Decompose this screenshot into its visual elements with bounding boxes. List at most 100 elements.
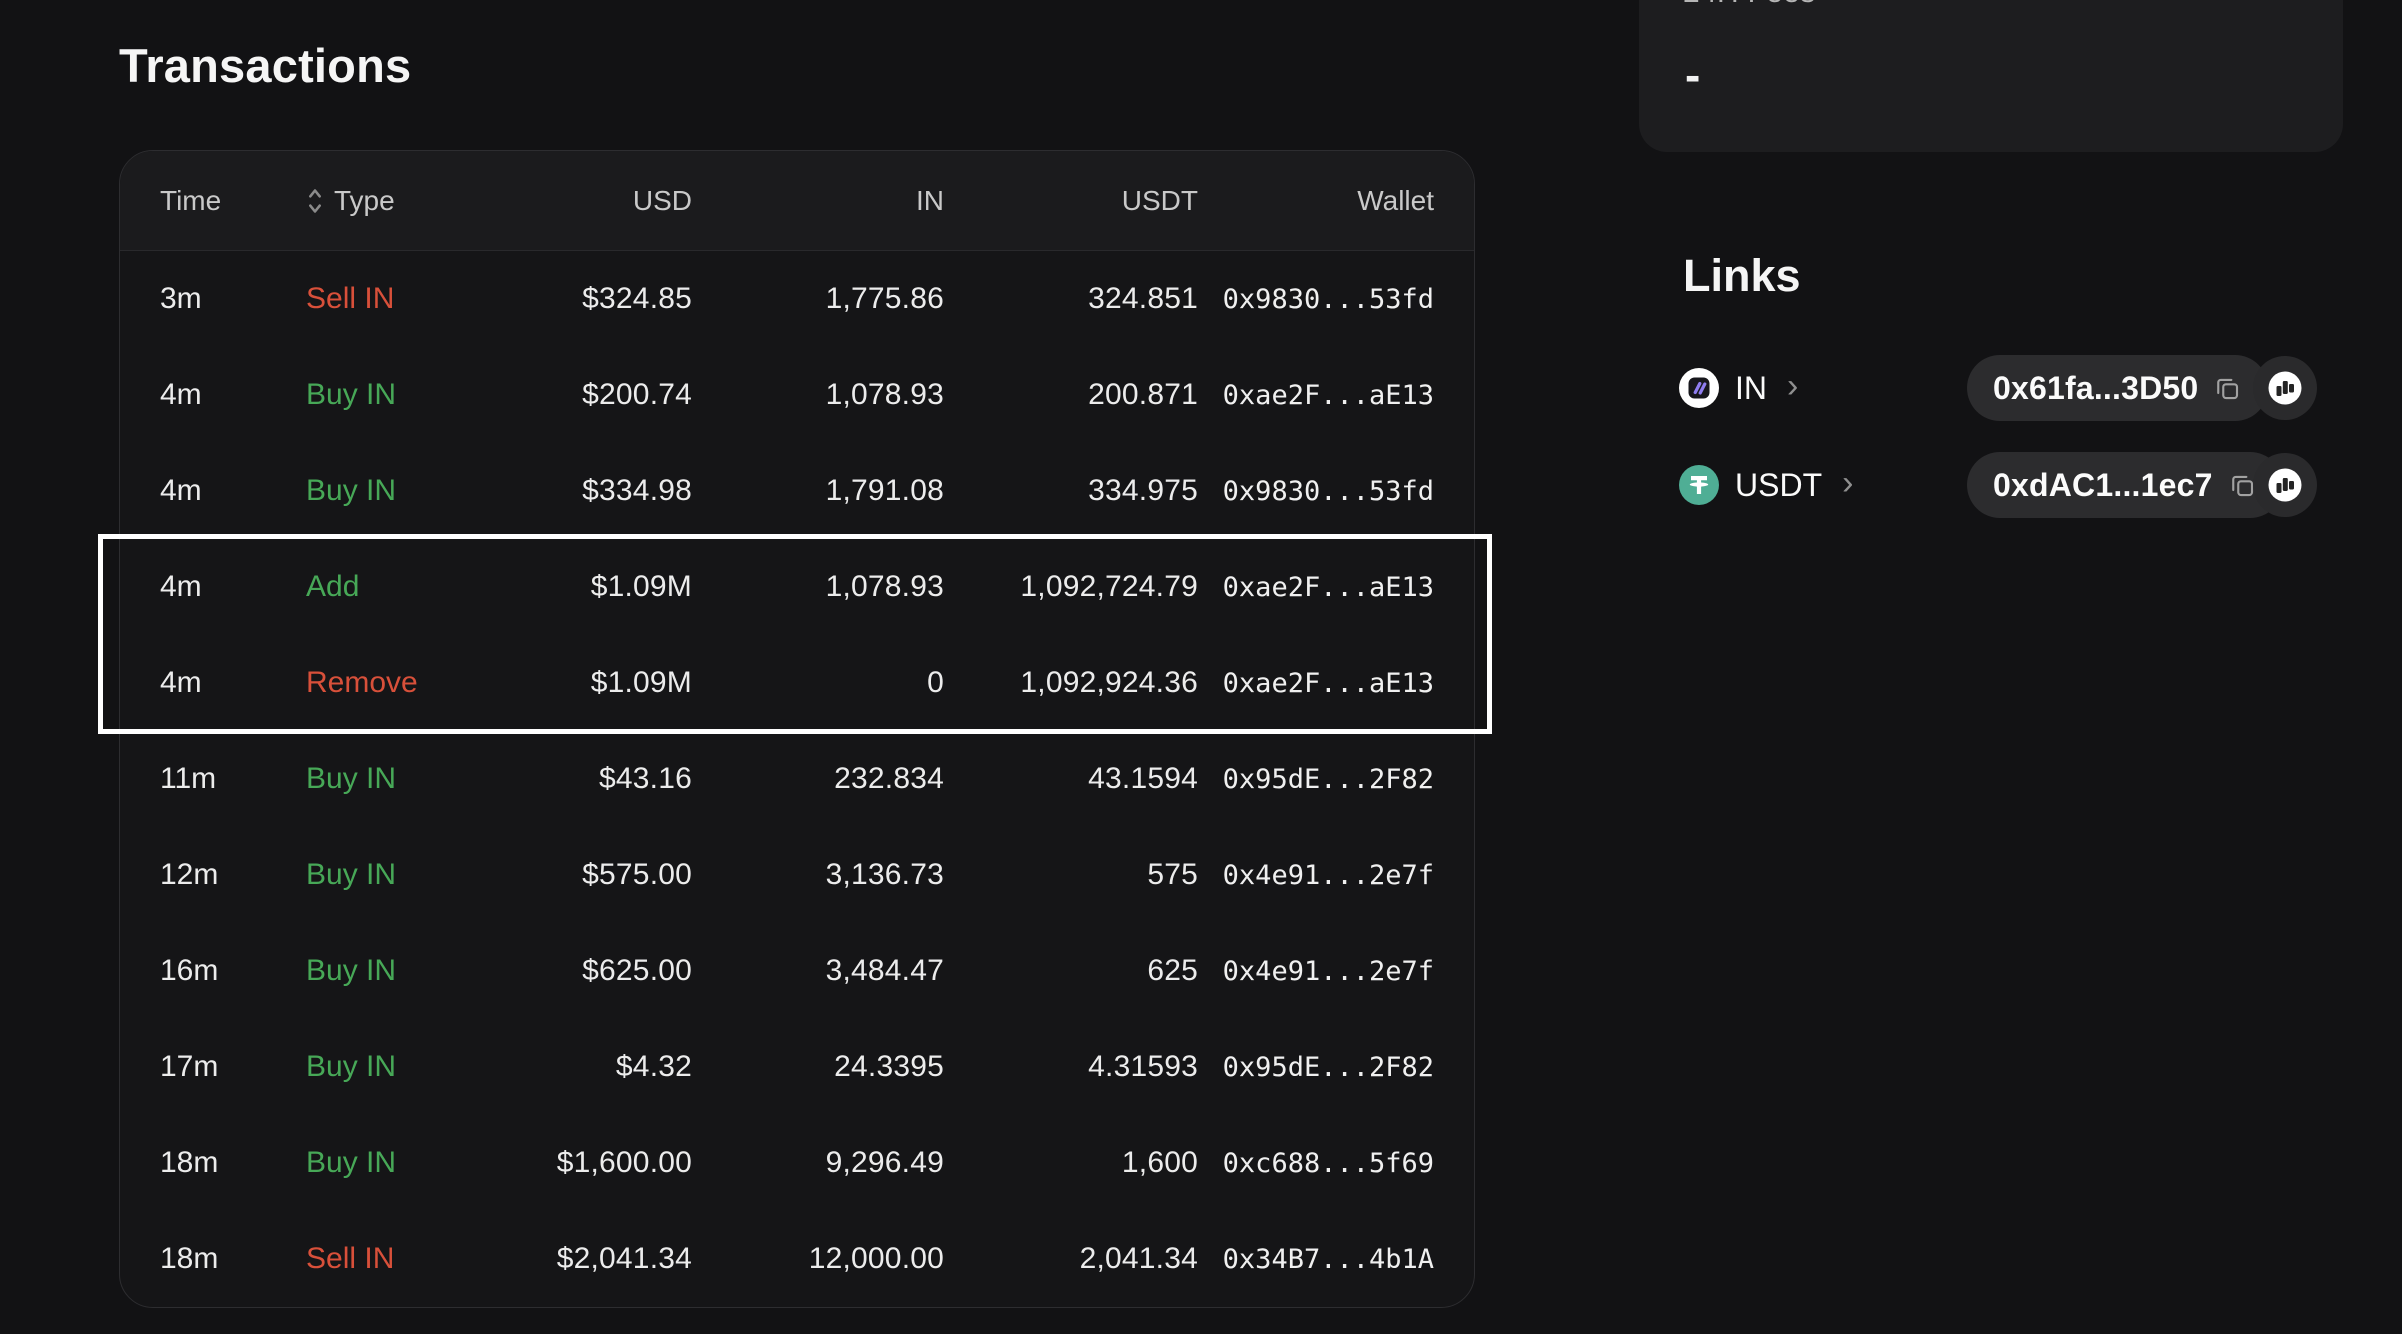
cell-in: 3,484.47 bbox=[825, 954, 944, 987]
cell-type: Buy IN bbox=[306, 474, 397, 507]
cell-time: 18m bbox=[160, 1146, 219, 1179]
header-time[interactable]: Time bbox=[160, 184, 222, 216]
cell-usd: $625.00 bbox=[582, 954, 692, 987]
sort-updown-icon[interactable] bbox=[306, 187, 324, 215]
etherscan-icon bbox=[2268, 468, 2302, 502]
cell-wallet[interactable]: 0x9830...53fd bbox=[1222, 475, 1434, 507]
transactions-table: Time Type USD IN USDT Wallet 3m Sell IN $3… bbox=[119, 150, 1475, 1308]
in-token-link[interactable]: IN › bbox=[1679, 368, 1798, 408]
table-row[interactable]: 4m Add $1.09M 1,078.93 1,092,724.79 0xae2F...… bbox=[120, 539, 1474, 635]
cell-usdt: 1,092,924.36 bbox=[1020, 666, 1198, 699]
cell-usdt: 324.851 bbox=[1088, 282, 1198, 315]
header-usdt[interactable]: USDT bbox=[1121, 184, 1198, 216]
cell-usdt: 4.31593 bbox=[1088, 1050, 1198, 1083]
cell-wallet[interactable]: 0x9830...53fd bbox=[1222, 283, 1434, 315]
in-token-label: IN bbox=[1735, 369, 1767, 406]
usdt-token-label: USDT bbox=[1735, 466, 1823, 503]
cell-in: 9,296.49 bbox=[825, 1146, 944, 1179]
usdt-token-icon bbox=[1679, 465, 1719, 505]
cell-time: 4m bbox=[160, 474, 202, 507]
table-row[interactable]: 11m Buy IN $43.16 232.834 43.1594 0x95dE...2F… bbox=[120, 731, 1474, 827]
table-header-row: Time Type USD IN USDT Wallet bbox=[120, 151, 1474, 251]
cell-wallet[interactable]: 0xc688...5f69 bbox=[1222, 1147, 1434, 1179]
cell-time: 12m bbox=[160, 858, 219, 891]
cell-type: Buy IN bbox=[306, 378, 397, 411]
cell-type: Buy IN bbox=[306, 954, 397, 987]
stats-card: 24H Fees - bbox=[1639, 0, 2343, 166]
usdt-address-text: 0xdAC1...1ec7 bbox=[1993, 466, 2213, 503]
table-row[interactable]: 18m Sell IN $2,041.34 12,000.00 2,041.34 0x34… bbox=[120, 1211, 1474, 1307]
cell-in: 1,791.08 bbox=[825, 474, 944, 507]
cell-usd: $1,600.00 bbox=[556, 1146, 692, 1179]
cell-usd: $200.74 bbox=[582, 378, 692, 411]
table-row[interactable]: 4m Remove $1.09M 0 1,092,924.36 0xae2F...aE13 bbox=[120, 635, 1474, 731]
stats-card-value: - bbox=[1685, 49, 1701, 101]
cell-wallet[interactable]: 0x4e91...2e7f bbox=[1222, 955, 1434, 987]
header-usd[interactable]: USD bbox=[632, 184, 692, 216]
cell-time: 4m bbox=[160, 666, 202, 699]
cell-time: 11m bbox=[160, 762, 217, 795]
cell-usdt: 1,092,724.79 bbox=[1020, 570, 1198, 603]
cell-usdt: 2,041.34 bbox=[1079, 1242, 1198, 1275]
cell-in: 232.834 bbox=[834, 762, 944, 795]
copy-icon[interactable] bbox=[2227, 470, 2257, 500]
cell-usd: $4.32 bbox=[615, 1050, 692, 1083]
table-row[interactable]: 4m Buy IN $334.98 1,791.08 334.975 0x9830...5… bbox=[120, 443, 1474, 539]
header-in[interactable]: IN bbox=[916, 184, 944, 216]
table-row[interactable]: 3m Sell IN $324.85 1,775.86 324.851 0x9830...… bbox=[120, 251, 1474, 347]
header-wallet[interactable]: Wallet bbox=[1357, 184, 1434, 216]
chevron-right-icon: › bbox=[1842, 464, 1854, 502]
stats-card-label: 24H Fees bbox=[1683, 0, 1815, 10]
cell-wallet[interactable]: 0x34B7...4b1A bbox=[1222, 1243, 1434, 1275]
link-row-in: IN › 0x61fa...3D50 bbox=[1679, 355, 2339, 421]
cell-in: 12,000.00 bbox=[808, 1242, 944, 1275]
cell-in: 3,136.73 bbox=[825, 858, 944, 891]
cell-wallet[interactable]: 0xae2F...aE13 bbox=[1222, 571, 1434, 603]
cell-wallet[interactable]: 0x4e91...2e7f bbox=[1222, 859, 1434, 891]
table-body: 3m Sell IN $324.85 1,775.86 324.851 0x9830...… bbox=[120, 251, 1474, 1307]
cell-usd: $575.00 bbox=[582, 858, 692, 891]
cell-usd: $1.09M bbox=[590, 570, 692, 603]
cell-time: 17m bbox=[160, 1050, 219, 1083]
page-title: Transactions bbox=[119, 39, 412, 92]
cell-wallet[interactable]: 0xae2F...aE13 bbox=[1222, 667, 1434, 699]
cell-type: Buy IN bbox=[306, 762, 397, 795]
cell-usd: $2,041.34 bbox=[556, 1242, 692, 1275]
cell-usdt: 200.871 bbox=[1088, 378, 1198, 411]
cell-wallet[interactable]: 0x95dE...2F82 bbox=[1222, 763, 1434, 795]
link-row-usdt: USDT › 0xdAC1...1ec7 bbox=[1679, 452, 2339, 518]
etherscan-icon bbox=[2268, 371, 2302, 405]
cell-time: 4m bbox=[160, 570, 202, 603]
table-row[interactable]: 18m Buy IN $1,600.00 9,296.49 1,600 0xc688...… bbox=[120, 1115, 1474, 1211]
table-row[interactable]: 17m Buy IN $4.32 24.3395 4.31593 0x95dE...2F8… bbox=[120, 1019, 1474, 1115]
in-address-pill[interactable]: 0x61fa...3D50 bbox=[1967, 355, 2269, 421]
cell-wallet[interactable]: 0xae2F...aE13 bbox=[1222, 379, 1434, 411]
cell-in: 0 bbox=[927, 666, 944, 699]
cell-time: 18m bbox=[160, 1242, 219, 1275]
table-row[interactable]: 4m Buy IN $200.74 1,078.93 200.871 0xae2F...a… bbox=[120, 347, 1474, 443]
usdt-address-pill[interactable]: 0xdAC1...1ec7 bbox=[1967, 452, 2283, 518]
cell-usdt: 43.1594 bbox=[1088, 762, 1198, 795]
links-heading: Links bbox=[1683, 250, 1801, 301]
usdt-explorer-button[interactable] bbox=[2253, 453, 2317, 517]
cell-type: Add bbox=[306, 570, 360, 603]
cell-type: Remove bbox=[306, 666, 418, 699]
usdt-token-link[interactable]: USDT › bbox=[1679, 465, 1853, 505]
cell-type: Buy IN bbox=[306, 858, 397, 891]
cell-type: Sell IN bbox=[306, 1242, 395, 1275]
cell-in: 1,775.86 bbox=[825, 282, 944, 315]
cell-wallet[interactable]: 0x95dE...2F82 bbox=[1222, 1051, 1434, 1083]
cell-usdt: 625 bbox=[1147, 954, 1198, 987]
cell-in: 1,078.93 bbox=[825, 570, 944, 603]
in-token-icon bbox=[1679, 368, 1719, 408]
cell-time: 4m bbox=[160, 378, 202, 411]
table-row[interactable]: 16m Buy IN $625.00 3,484.47 625 0x4e91...2e7f bbox=[120, 923, 1474, 1019]
table-row[interactable]: 12m Buy IN $575.00 3,136.73 575 0x4e91...2e7f bbox=[120, 827, 1474, 923]
in-explorer-button[interactable] bbox=[2253, 356, 2317, 420]
cell-time: 16m bbox=[160, 954, 219, 987]
header-type[interactable]: Type bbox=[306, 185, 552, 217]
cell-time: 3m bbox=[160, 282, 202, 315]
copy-icon[interactable] bbox=[2212, 373, 2242, 403]
in-address-text: 0x61fa...3D50 bbox=[1993, 369, 2199, 406]
